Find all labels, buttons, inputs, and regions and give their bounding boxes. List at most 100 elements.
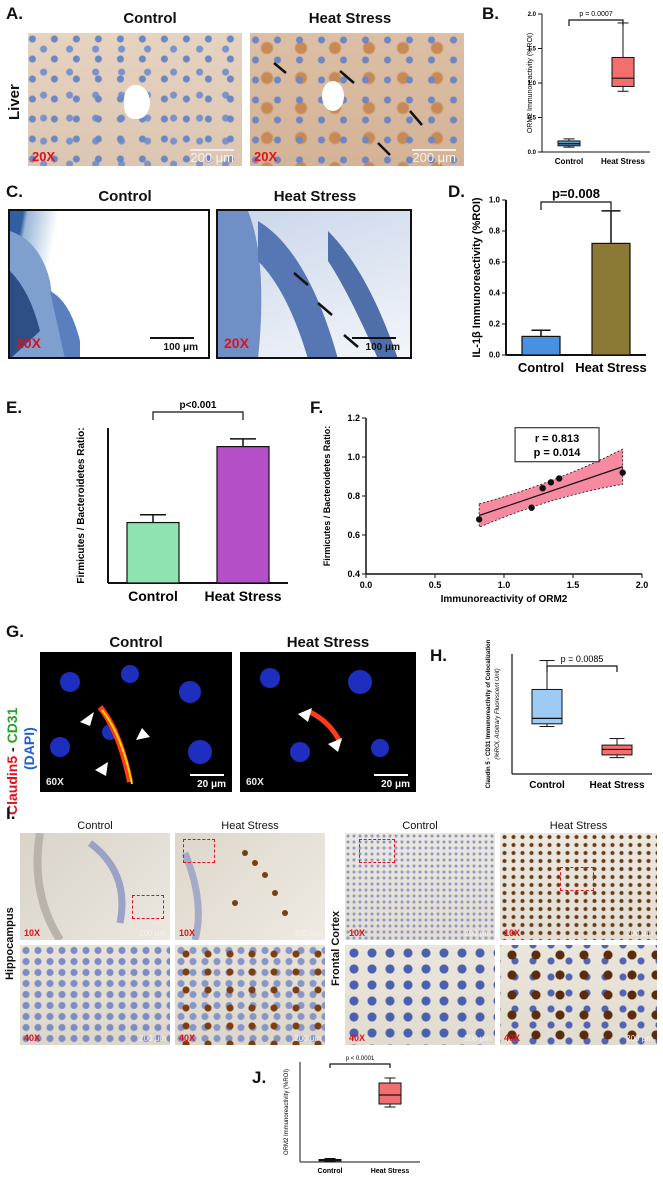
scatter-point [475,516,483,523]
chart-h: Control Heat Stress p = 0.0085 Claudin 5 - … [486,640,652,791]
chart-e: Control Heat Stress p<0.001 Firmicutes / Ba… [76,400,288,604]
y-axis-label: Claudin 5 - CD31 Immunoreactivity of Col… [486,640,492,788]
magnification-label: 20X [32,149,56,164]
significance-bracket [329,1063,391,1068]
chart-d: 0.0 0.2 0.4 0.6 0.8 1.0 Control Heat Stress p=0.… [471,186,647,375]
zoom-region-box [183,839,215,863]
stats-box [514,427,600,463]
magnification-label: 10X [179,928,196,938]
panel-c-label: C. [6,182,23,201]
y-tick-label: 2.0 [528,12,537,18]
x-category-label: Heat Stress [371,1168,410,1175]
cortex-heat-40x: 40X 200 μm [500,945,657,1045]
panel-a-label: A. [6,4,23,23]
magnification-label: 10X [24,928,41,938]
scale-bar-label: 200 μm [294,929,321,938]
panel-b-label: B. [482,4,499,23]
r-value-label: r = 0.813 [535,433,579,445]
panel-d-label: D. [448,182,465,201]
regression-line [478,466,623,517]
p-value-label: p = 0.0085 [561,654,604,664]
y-tick-label: 0.2 [489,320,501,329]
bar [126,521,180,584]
y-tick-label: 1.0 [347,452,360,462]
panel-g-label: G. [6,622,24,641]
x-category-label: Heat Stress [589,780,644,791]
panel-g-title-control: Control [109,634,163,651]
x-category-label: Control [529,780,565,791]
scale-bar-label: 200 μm [294,1034,321,1043]
y-axis-label: Firmicutes / Bacteroidetes Ratio: [322,426,332,567]
panel-c-title-control: Control [98,188,152,205]
panel-i-label: I. [6,804,16,823]
x-category-label: Control [128,588,178,604]
panel-a-title-control: Control [123,10,177,27]
magnification-label: 20X [16,335,41,351]
magnification-label: 40X [349,1033,366,1043]
region-hippocampus: Hippocampus [4,907,16,980]
x-category-label: Control [518,360,564,375]
hippocampus-control-10x: 10X 200 μm [20,833,170,940]
y-axis-label: Firmicutes / Bacteroidetes Ratio: [76,427,87,583]
liver-control-micrograph: 20X 200 μm [28,33,242,166]
scale-bar [374,774,408,776]
p-value-label: p=0.008 [552,186,600,201]
cortex-control-10x: 10X 200 μm [345,833,495,940]
scale-bar-label: 200 μm [626,929,653,938]
y-axis-label: IL-1β Immunoreactivity (%ROI) [471,197,483,357]
p-value-label: p = 0.014 [534,447,582,459]
scatter-point [556,475,563,482]
scatter-point [547,479,555,486]
scale-bar-label: 200 μm [464,929,491,938]
scale-bar-label: 20 μm [197,779,226,790]
box [378,1082,402,1105]
y-tick-label: 0.6 [347,530,360,540]
stain-separator: - [4,743,20,756]
zoom-region-box [132,895,164,919]
zoom-region-box [560,867,594,891]
confocal-drawing [260,668,389,762]
magnification-label: 40X [504,1033,521,1043]
y-axis-label: ORM2 Immunoreactivity (%ROI) [527,33,534,133]
panel-c-title-heat: Heat Stress [273,188,357,205]
x-tick-label: 1.5 [567,580,580,590]
stain-cd31: CD31 [4,707,20,744]
x-category-label: Heat Stress [601,157,646,166]
chart-j: Control Heat Stress p < 0.0001 ORM2 Immunor… [284,1056,420,1175]
y-tick-label: 0.6 [489,258,501,267]
confocal-drawing [50,665,212,785]
scale-bar-label: 100 μm [163,342,198,353]
p-value-label: p = 0.0007 [579,11,612,18]
y-tick-label: 1.5 [528,47,537,53]
x-category-label: Heat Stress [575,360,647,375]
box [611,56,635,87]
scale-bar-label: 100 μm [365,342,400,353]
scatter-point [528,504,535,511]
zoom-region-box [359,839,395,863]
scale-bar-label: 20 μm [381,779,410,790]
significance-bracket [152,411,244,420]
magnification-label: 60X [46,777,64,788]
magnification-label: 20X [254,149,278,164]
p-value-label: p < 0.0001 [346,1056,375,1062]
y-tick-label: 0.0 [528,150,537,156]
y-axis-label-units: (%ROI, Arbitrary Fluorescent Unit) [495,668,501,759]
magnification-label: 10X [504,928,521,938]
y-tick-label: 0.8 [489,227,501,236]
scale-bar [190,774,224,776]
scale-bar [412,149,456,151]
scale-bar [150,337,194,339]
cortex-control-40x: 40X 200 μm [345,945,495,1045]
magnification-label: 20X [224,335,249,351]
y-axis-label: ORM2 Immunoreactivity (%ROI) [284,1069,290,1155]
magnification-label: 10X [349,928,366,938]
bar [591,242,631,356]
scale-bar-label: 200 μm [190,150,234,165]
magnification-label: 40X [24,1033,41,1043]
scatter-point [619,469,626,476]
x-tick-label: 0.0 [360,580,373,590]
scale-bar-label: 200 μm [464,1034,491,1043]
panel-h-label: H. [430,646,447,665]
panel-i-title-2: Heat Stress [221,820,279,832]
confidence-band [478,448,624,528]
